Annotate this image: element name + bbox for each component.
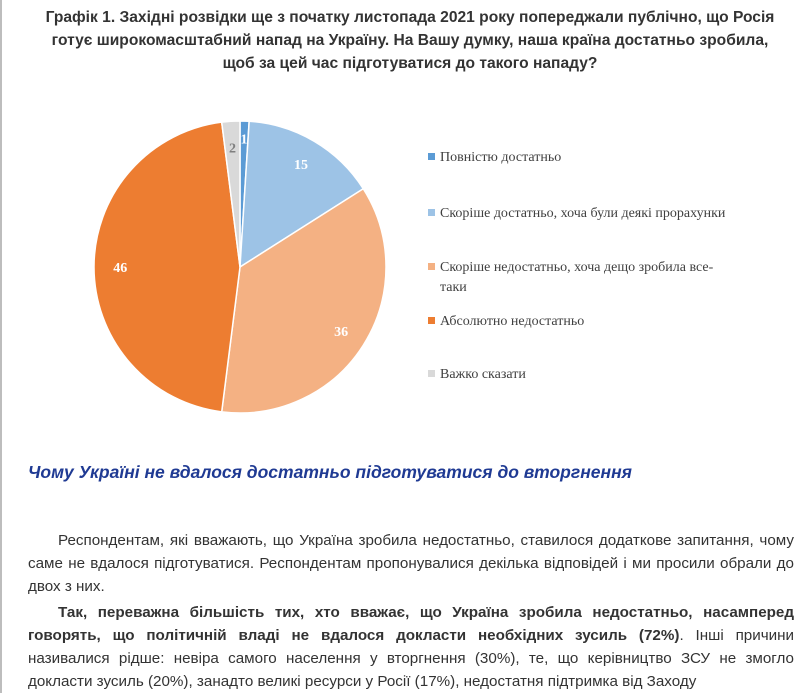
findings-text: . Інші причини називалися рідше: невіра … — [28, 627, 794, 690]
data-label: 1 — [241, 133, 248, 148]
legend-swatch — [428, 153, 435, 160]
body-paragraph-findings: Так, переважна більшість тих, хто вважає… — [28, 601, 794, 693]
pie-chart: 1 15 36 46 2 — [93, 120, 387, 414]
pie-slice-absolutely-insufficient — [93, 121, 241, 413]
legend-swatch — [428, 209, 435, 216]
data-label: 46 — [113, 261, 127, 276]
pie-slice-rather-sufficient — [239, 120, 365, 269]
legend-label: Повністю достатньо — [440, 150, 562, 165]
section-heading: Чому Україні не вдалося достатньо підгот… — [28, 462, 632, 482]
data-label: 2 — [229, 142, 236, 157]
legend-swatch — [428, 317, 435, 324]
legend-label: Скоріше достатньо, хоча були деякі прора… — [440, 206, 726, 221]
data-label: 15 — [294, 158, 308, 173]
findings-bold-text: Так, переважна більшість тих, хто вважає… — [28, 604, 794, 644]
legend-label: Скоріше недостатньо, хоча дещо зробила в… — [440, 260, 714, 295]
page-left-rule — [0, 0, 2, 693]
body-paragraph: Респондентам, які вважають, що Україна з… — [28, 532, 794, 595]
chart-title: Графік 1. Західні розвідки ще з початку … — [45, 9, 775, 72]
legend-label: Абсолютно недостатньо — [440, 314, 585, 329]
pie-slice-rather-insufficient — [220, 187, 387, 414]
legend-swatch — [428, 263, 435, 270]
pie-slice-hard-to-say — [220, 120, 241, 268]
legend-swatch — [428, 370, 435, 377]
data-label: 36 — [334, 325, 348, 340]
legend-label: Важко сказати — [440, 367, 526, 382]
